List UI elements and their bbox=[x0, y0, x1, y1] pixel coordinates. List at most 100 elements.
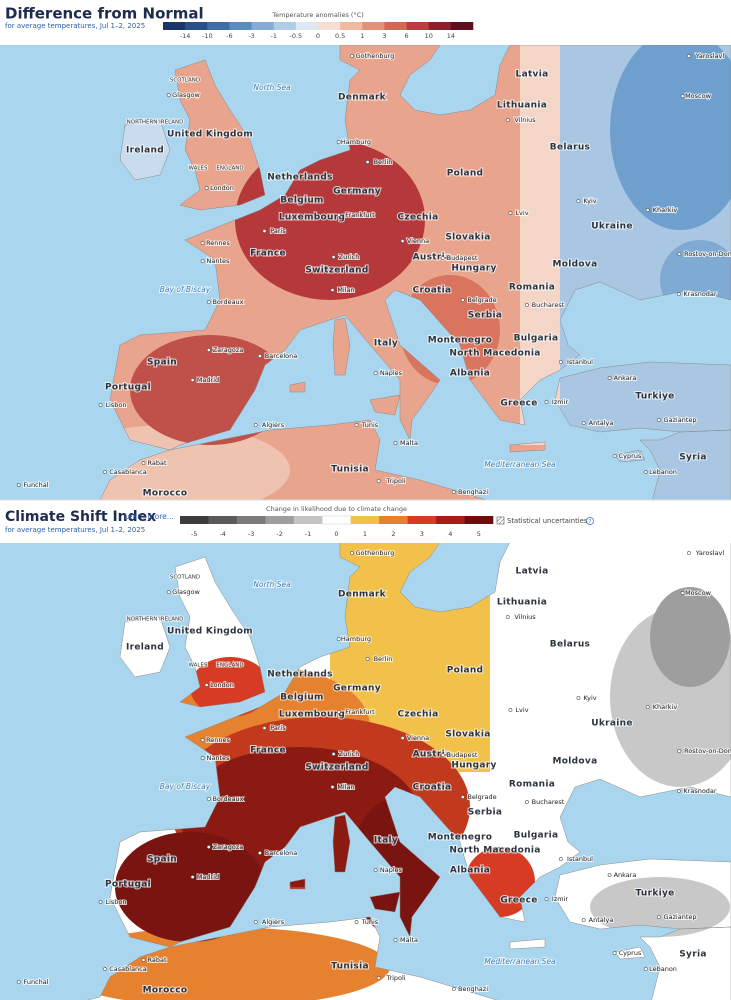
legend-swatch bbox=[293, 516, 323, 524]
legend-swatch bbox=[185, 22, 208, 30]
place-label: Frankfurt bbox=[345, 708, 375, 716]
learn-more-link[interactable]: Learn more... bbox=[124, 512, 174, 521]
anomaly-region bbox=[610, 45, 731, 230]
city-dot bbox=[451, 490, 456, 494]
place-label: Mediterranean Sea bbox=[484, 460, 556, 469]
place-label: Austria bbox=[413, 253, 452, 263]
place-label: Izmir bbox=[552, 398, 568, 406]
city-dot bbox=[204, 186, 209, 190]
city-dot bbox=[206, 845, 211, 849]
place-label: Nantes bbox=[207, 754, 231, 762]
city-dot bbox=[581, 918, 586, 922]
place-label: Romania bbox=[509, 283, 555, 293]
city-dot bbox=[354, 920, 359, 924]
legend-swatch bbox=[208, 516, 238, 524]
legend-title: Change in likelihood due to climate chan… bbox=[266, 505, 407, 513]
legend-swatch bbox=[436, 516, 465, 524]
place-label: Romania bbox=[509, 780, 555, 790]
place-label: Tripoli bbox=[385, 477, 405, 485]
place-label: Serbia bbox=[468, 808, 502, 818]
city-dot bbox=[544, 897, 549, 901]
coastline bbox=[639, 429, 731, 500]
city-dot bbox=[677, 749, 682, 753]
place-label: Kharkiv bbox=[653, 206, 678, 214]
coastline bbox=[369, 394, 401, 416]
place-label: Belgrade bbox=[467, 296, 496, 304]
city-dot bbox=[262, 229, 267, 233]
city-dot bbox=[657, 915, 661, 919]
coastline bbox=[174, 556, 266, 708]
city-dot bbox=[645, 208, 650, 212]
city-dot bbox=[206, 797, 211, 801]
city-dot bbox=[657, 418, 661, 422]
legend-label: 14 bbox=[447, 32, 455, 40]
place-label: Rennes bbox=[206, 736, 230, 744]
city-dot bbox=[400, 736, 405, 740]
city-dot bbox=[330, 288, 335, 292]
coastline bbox=[119, 616, 171, 678]
uncertainty-label: Statistical uncertainties bbox=[507, 517, 588, 525]
place-label: Algiers bbox=[262, 421, 285, 429]
city-dot bbox=[612, 454, 617, 458]
panel-title: Difference from Normal bbox=[5, 5, 204, 23]
city-dot bbox=[393, 938, 398, 942]
place-label: Bay of Biscay bbox=[160, 782, 211, 791]
coastline bbox=[332, 317, 351, 376]
place-label: Belgium bbox=[280, 693, 323, 703]
place-label: Hungary bbox=[451, 264, 496, 274]
place-label: Austria bbox=[413, 750, 452, 760]
city-dot bbox=[206, 300, 211, 304]
place-label: Lisbon bbox=[105, 401, 126, 409]
place-label: Croatia bbox=[413, 783, 452, 793]
legend-swatch bbox=[265, 516, 295, 524]
place-label: Zurich bbox=[339, 253, 360, 261]
city-dot bbox=[166, 93, 171, 97]
place-label: Frankfurt bbox=[345, 211, 375, 219]
legend-label: 0.5 bbox=[335, 32, 345, 40]
place-label: SCOTLAND bbox=[170, 78, 200, 84]
place-label: Paris bbox=[270, 724, 286, 732]
city-dot bbox=[643, 967, 648, 971]
place-label: Switzerland bbox=[305, 763, 368, 773]
city-dot bbox=[505, 118, 510, 122]
city-dot bbox=[451, 987, 456, 991]
city-dot bbox=[350, 551, 354, 555]
place-label: Malta bbox=[400, 439, 418, 447]
place-label: Milan bbox=[337, 286, 354, 294]
help-icon[interactable] bbox=[586, 517, 594, 525]
help-icon-label: ? bbox=[589, 519, 592, 525]
place-label: Zaragoza bbox=[213, 843, 244, 851]
place-label: Poland bbox=[447, 169, 484, 179]
city-dot bbox=[680, 591, 685, 595]
place-label: Yaroslavl bbox=[695, 52, 725, 60]
place-label: London bbox=[210, 184, 234, 192]
legend-label: 4 bbox=[448, 530, 452, 538]
city-dot bbox=[257, 851, 262, 855]
city-dot bbox=[558, 360, 563, 364]
place-label: Moscow bbox=[685, 92, 712, 100]
city-dot bbox=[336, 710, 341, 714]
place-label: Malta bbox=[400, 936, 418, 944]
place-label: Rostov-on-Don bbox=[684, 747, 731, 755]
place-label: NORTHERN IRELAND bbox=[127, 617, 184, 623]
place-label: ENGLAND bbox=[216, 166, 243, 172]
place-label: Vienna bbox=[407, 237, 429, 245]
place-label: Greece bbox=[500, 399, 537, 409]
coastline bbox=[109, 45, 731, 451]
place-label: Gothenburg bbox=[356, 52, 395, 60]
place-label: Morocco bbox=[143, 489, 188, 499]
legend-label: -3 bbox=[248, 32, 254, 40]
city-dot bbox=[16, 483, 21, 487]
city-dot bbox=[365, 657, 370, 661]
legend-label: -14 bbox=[180, 32, 191, 40]
map-panel: Gothenburg Latvia Yaroslavl SCOTLAND Denmark… bbox=[0, 543, 731, 1000]
place-label: Belarus bbox=[550, 143, 590, 153]
place-label: Czechia bbox=[398, 710, 439, 720]
city-dot bbox=[336, 213, 341, 217]
place-label: Denmark bbox=[338, 93, 387, 103]
legend-swatch bbox=[350, 516, 380, 524]
city-dot bbox=[607, 376, 612, 380]
city-dot bbox=[103, 967, 107, 971]
place-label: Zaragoza bbox=[213, 346, 244, 354]
